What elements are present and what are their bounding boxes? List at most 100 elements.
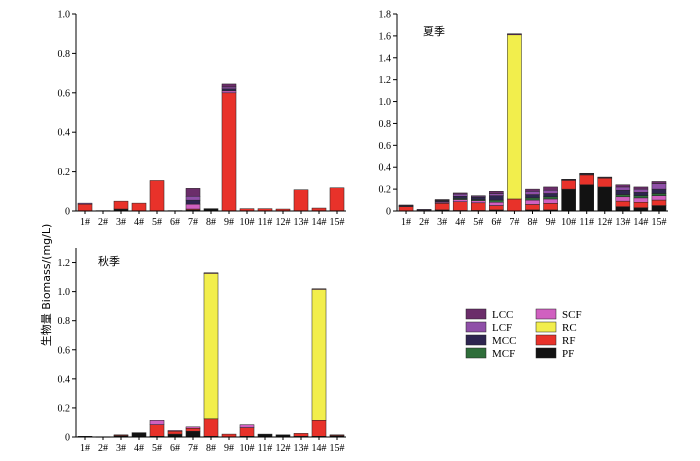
bar-SCF-5# bbox=[149, 420, 165, 425]
bar-LCC-12# bbox=[597, 176, 613, 178]
panel-1: 0 0.2 0.4 0.6 0.8 1.0 1# 2# 3# 4# 5# 6# 7# 8# 9# 10# 11#… bbox=[58, 10, 346, 228]
bar-PF-15# bbox=[651, 205, 667, 212]
y-tick-label: 0.6 bbox=[58, 88, 71, 99]
x-tick-label: 13# bbox=[294, 217, 309, 228]
bar-RF-9# bbox=[221, 92, 237, 212]
bar-RF-8# bbox=[525, 204, 540, 211]
x-tick-label: 14# bbox=[312, 443, 327, 454]
x-tick-label: 13# bbox=[294, 443, 309, 454]
bar-LCF-15# bbox=[651, 183, 667, 190]
panel-3: 0 0.2 0.4 0.6 0.8 1.0 1.2 1# 2# 3# 4# 5# 6# 7# 8# 9# 10#… bbox=[58, 248, 346, 454]
legend-item-LCF: LCF bbox=[465, 321, 512, 334]
bar-LCF-7# bbox=[185, 195, 201, 201]
legend-label: MCC bbox=[492, 335, 516, 347]
bar-PF-11# bbox=[579, 184, 594, 212]
bar-RC-8# bbox=[203, 273, 219, 420]
bar-SCF-8# bbox=[203, 272, 219, 274]
x-tick-label: 15# bbox=[651, 217, 666, 228]
x-tick-label: 5# bbox=[473, 217, 483, 228]
bar-MCC-9# bbox=[221, 88, 237, 92]
y-tick-label: 1.6 bbox=[379, 31, 392, 42]
legend-swatch bbox=[535, 347, 557, 359]
bar-LCC-10# bbox=[561, 179, 576, 181]
bar-LCF-9# bbox=[221, 86, 237, 90]
bar-MCF-14# bbox=[633, 195, 649, 199]
legend-swatch bbox=[465, 321, 487, 333]
y-tick-label: 0.2 bbox=[58, 403, 71, 414]
bar-SCF-7# bbox=[185, 426, 201, 429]
bar-MCF-6# bbox=[489, 199, 504, 203]
panel-2: 0 0.2 0.4 0.6 0.8 1.0 1.2 1.4 1.6 1.8 1# 2# 3# 4# 5# 6#… bbox=[379, 10, 668, 228]
x-tick-label: 2# bbox=[98, 443, 108, 454]
bar-RF-14# bbox=[633, 201, 649, 208]
bar-LCC-9# bbox=[543, 186, 558, 191]
bar-RF-6# bbox=[167, 430, 183, 435]
bar-LCF-2# bbox=[416, 209, 432, 211]
bar-SCF-8# bbox=[525, 199, 540, 205]
y-tick-label: 0 bbox=[386, 207, 391, 218]
y-tick-label: 0 bbox=[65, 433, 70, 444]
bar-SCF-9# bbox=[543, 198, 558, 204]
bar-MCC-5# bbox=[471, 197, 486, 200]
legend-item-MCC: MCC bbox=[465, 334, 516, 347]
x-tick-label: 11# bbox=[258, 443, 273, 454]
bar-SCF-13# bbox=[615, 196, 631, 202]
legend-label: SCF bbox=[562, 309, 582, 321]
bar-RF-4# bbox=[452, 201, 468, 211]
bar-LCC-1# bbox=[398, 204, 414, 206]
x-tick-label: 6# bbox=[491, 217, 501, 228]
bar-PF-4# bbox=[131, 432, 147, 438]
bar-RF-10# bbox=[239, 427, 255, 437]
bar-LCC-15# bbox=[651, 181, 667, 184]
y-tick-label: 0.2 bbox=[58, 167, 71, 178]
bar-LCC-9# bbox=[221, 83, 237, 88]
bar-LCC-7# bbox=[507, 33, 522, 36]
bar-LCC-7# bbox=[185, 188, 201, 197]
y-tick-label: 1.2 bbox=[379, 75, 392, 86]
bar-RF-14# bbox=[311, 420, 327, 437]
y-tick-label: 0.8 bbox=[58, 316, 71, 327]
x-tick-label: 14# bbox=[312, 217, 327, 228]
y-tick-label: 0 bbox=[65, 207, 70, 218]
y-tick-label: 0.6 bbox=[58, 345, 71, 356]
x-tick-label: 4# bbox=[134, 443, 144, 454]
bar-RF-15# bbox=[329, 187, 345, 212]
bar-SCF-5# bbox=[471, 200, 486, 204]
bar-RF-13# bbox=[615, 200, 631, 207]
legend-swatch bbox=[465, 308, 487, 320]
bar-MCC-7# bbox=[185, 199, 201, 205]
bar-LCC-8# bbox=[525, 188, 540, 192]
bar-LCC-5# bbox=[471, 195, 486, 197]
bar-RF-15# bbox=[651, 199, 667, 206]
bar-RF-5# bbox=[149, 180, 165, 212]
bar-RF-7# bbox=[185, 428, 201, 432]
x-tick-label: 11# bbox=[258, 217, 273, 228]
x-tick-label: 12# bbox=[597, 217, 612, 228]
x-tick-label: 15# bbox=[330, 443, 345, 454]
bar-MCC-15# bbox=[651, 188, 667, 194]
bar-LCC-13# bbox=[615, 184, 631, 188]
x-tick-label: 13# bbox=[615, 217, 630, 228]
x-tick-label: 12# bbox=[276, 443, 291, 454]
x-tick-label: 7# bbox=[188, 217, 198, 228]
bar-RC-7# bbox=[507, 34, 522, 200]
legend-swatch bbox=[465, 334, 487, 346]
bar-RF-3# bbox=[113, 200, 129, 210]
legend-label: LCC bbox=[492, 309, 513, 321]
panel-title: 秋季 bbox=[98, 254, 120, 268]
y-tick-label: 0.4 bbox=[379, 163, 392, 174]
y-tick-label: 1.4 bbox=[379, 53, 392, 64]
x-tick-label: 15# bbox=[330, 217, 345, 228]
bar-LCF-1# bbox=[77, 202, 93, 205]
bar-RF-9# bbox=[543, 203, 558, 211]
bar-LCF-14# bbox=[633, 188, 649, 193]
x-tick-label: 5# bbox=[152, 217, 162, 228]
y-tick-label: 0.8 bbox=[58, 49, 71, 60]
bar-RF-5# bbox=[149, 424, 165, 437]
legend: LCC SCF LCF RC MCC RF MCF PF bbox=[465, 308, 582, 360]
x-tick-label: 3# bbox=[116, 217, 126, 228]
panel-title: 夏季 bbox=[423, 25, 445, 38]
legend-label: PF bbox=[562, 348, 574, 360]
legend-swatch bbox=[535, 321, 557, 333]
